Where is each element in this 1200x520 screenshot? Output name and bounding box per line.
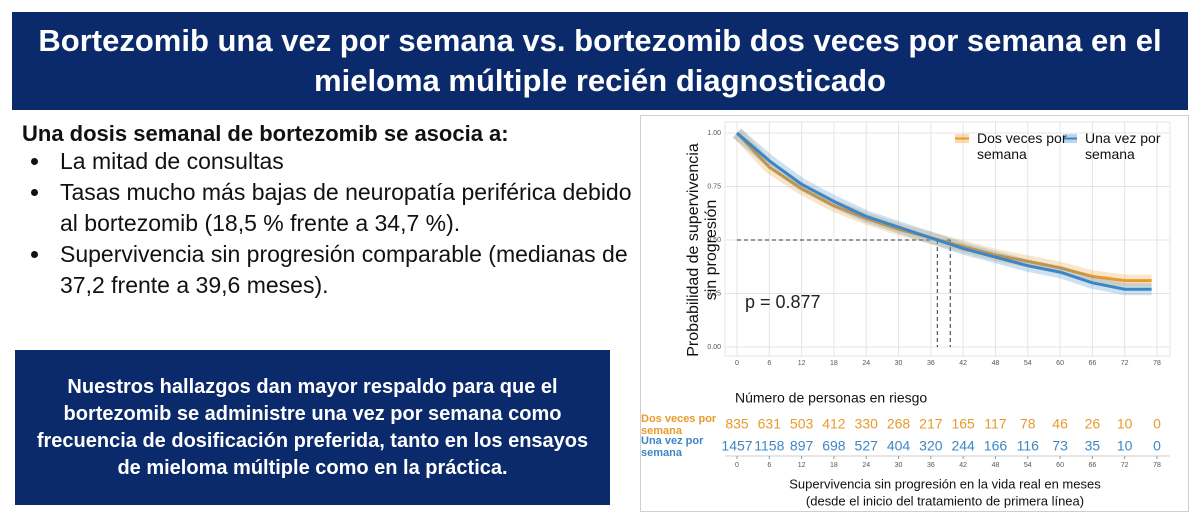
legend-label: Dos veces por semana xyxy=(977,130,1067,162)
risk-count: 46 xyxy=(1052,416,1068,432)
risk-x-tick-label: 12 xyxy=(798,462,806,469)
risk-count: 412 xyxy=(822,416,846,432)
risk-x-tick-label: 72 xyxy=(1121,462,1129,469)
risk-count: 0 xyxy=(1153,416,1161,432)
risk-count: 166 xyxy=(984,438,1008,454)
y-axis-title: Probabilidad de supervivencia sin progre… xyxy=(685,143,720,357)
risk-count: 0 xyxy=(1153,438,1161,454)
risk-row-label: Una vez por semana xyxy=(641,435,704,459)
risk-count: 503 xyxy=(790,416,814,432)
legend-label: Una vez por semana xyxy=(1085,130,1161,162)
risk-x-tick-label: 60 xyxy=(1056,462,1064,469)
risk-x-tick-label: 18 xyxy=(830,462,838,469)
risk-count: 26 xyxy=(1085,416,1101,432)
risk-count: 527 xyxy=(855,438,879,454)
bullet: La mitad de consultas xyxy=(52,146,652,177)
x-tick-label: 24 xyxy=(862,360,870,367)
risk-count: 73 xyxy=(1052,438,1068,454)
risk-count: 1158 xyxy=(754,438,784,454)
x-axis-title: Supervivencia sin progresión en la vida … xyxy=(789,476,1101,491)
bullet: Tasas mucho más bajas de neuropatía peri… xyxy=(52,177,652,239)
bullet: Supervivencia sin progresión comparable … xyxy=(52,239,652,301)
survival-curve xyxy=(736,131,1152,291)
risk-count: 631 xyxy=(758,416,782,432)
risk-count: 116 xyxy=(1017,438,1040,454)
risk-x-tick-label: 48 xyxy=(992,462,1000,469)
chart-panel xyxy=(640,115,1189,512)
y-tick-label: 0.75 xyxy=(707,183,721,190)
risk-count: 10 xyxy=(1117,416,1133,432)
x-tick-label: 36 xyxy=(927,360,935,367)
risk-row-label: Dos veces por semana xyxy=(641,413,717,437)
x-tick-label: 12 xyxy=(798,360,806,367)
risk-x-tick-label: 66 xyxy=(1088,462,1096,469)
summary-heading: Una dosis semanal de bortezomib se asoci… xyxy=(22,121,509,146)
y-tick-label: 0.00 xyxy=(707,344,721,351)
risk-count: 165 xyxy=(951,416,975,432)
risk-count: 244 xyxy=(951,438,975,454)
risk-count: 897 xyxy=(790,438,814,454)
risk-x-tick-label: 54 xyxy=(1024,462,1032,469)
risk-x-tick-label: 78 xyxy=(1153,462,1161,469)
x-tick-label: 78 xyxy=(1153,360,1161,367)
risk-count: 1457 xyxy=(721,438,752,454)
risk-count: 330 xyxy=(855,416,879,432)
risk-count: 217 xyxy=(919,416,943,432)
risk-count: 835 xyxy=(725,416,749,432)
risk-x-tick-label: 36 xyxy=(927,462,935,469)
x-tick-label: 18 xyxy=(830,360,838,367)
risk-x-tick-label: 24 xyxy=(862,462,870,469)
risk-count: 268 xyxy=(887,416,911,432)
plot-background xyxy=(724,121,1171,357)
y-tick-label: 0.50 xyxy=(707,237,721,244)
risk-count: 404 xyxy=(887,438,911,454)
x-tick-label: 66 xyxy=(1088,360,1096,367)
x-tick-label: 54 xyxy=(1024,360,1032,367)
title-banner: Bortezomib una vez por semana vs. bortez… xyxy=(12,12,1188,110)
x-tick-label: 60 xyxy=(1056,360,1064,367)
x-tick-label: 48 xyxy=(992,360,1000,367)
risk-x-tick-label: 30 xyxy=(895,462,903,469)
x-tick-label: 42 xyxy=(959,360,967,367)
x-tick-label: 6 xyxy=(767,360,771,367)
risk-count: 698 xyxy=(822,438,846,454)
y-tick-label: 0.25 xyxy=(707,290,721,297)
risk-count: 35 xyxy=(1085,438,1101,454)
x-tick-label: 72 xyxy=(1121,360,1129,367)
x-tick-label: 30 xyxy=(895,360,903,367)
p-value-annotation: p = 0.877 xyxy=(745,292,821,312)
risk-count: 117 xyxy=(984,416,1007,432)
risk-x-tick-label: 6 xyxy=(767,462,771,469)
risk-count: 320 xyxy=(919,438,943,454)
risk-x-tick-label: 42 xyxy=(959,462,967,469)
x-tick-label: 0 xyxy=(735,360,739,367)
risk-count: 10 xyxy=(1117,438,1133,454)
bullet-list: La mitad de consultas Tasas mucho más ba… xyxy=(22,146,652,301)
conclusion-box: Nuestros hallazgos dan mayor respaldo pa… xyxy=(15,350,610,505)
y-tick-label: 1.00 xyxy=(707,130,721,137)
risk-table-title: Número de personas en riesgo xyxy=(735,390,927,406)
risk-count: 78 xyxy=(1020,416,1036,432)
risk-x-tick-label: 0 xyxy=(735,462,739,469)
x-axis-note: (desde el inicio del tratamiento de prim… xyxy=(806,493,1084,508)
